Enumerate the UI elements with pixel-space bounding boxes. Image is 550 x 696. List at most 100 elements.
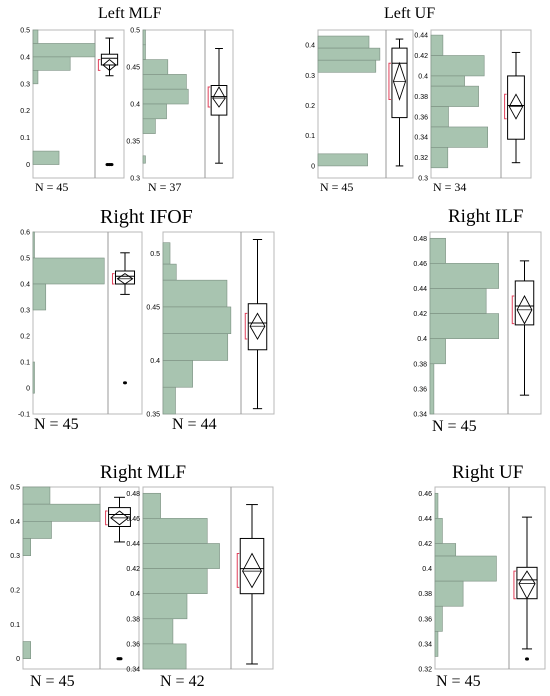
shortest-half-bracket: [504, 93, 507, 120]
y-tick-label: 0.3: [418, 176, 428, 183]
y-tick-label: 0.38: [418, 591, 432, 598]
boxplot-box: [247, 303, 268, 351]
histogram-bar: [430, 147, 449, 169]
boxplot-mean-diamond: [102, 59, 117, 71]
y-tick-label: 0.36: [126, 641, 140, 648]
y-tick-label: 0.35: [126, 139, 140, 146]
panel-luf_a: 0 0.1 0.2 0.3 0.4: [305, 29, 414, 179]
y-tick-label: 0.48: [126, 491, 140, 498]
histogram-bar: [429, 237, 446, 264]
y-tick-label: 0.45: [146, 304, 160, 311]
histogram-bar: [22, 641, 31, 659]
y-tick-label: 0.4: [150, 358, 160, 365]
n-label-right-uf: N = 45: [436, 673, 481, 690]
y-tick-label: 0.46: [413, 261, 427, 268]
histogram-bar: [142, 44, 146, 60]
n-label-left-uf-a: N = 45: [320, 180, 354, 194]
y-tick-label: 0.1: [20, 360, 30, 367]
panel-lmlf_b: 0.3 0.35 0.4 0.45 0.5: [126, 28, 234, 183]
n-label-left-uf-b: N = 34: [433, 180, 467, 194]
histogram-bar: [430, 34, 444, 56]
y-tick-label: 0.44: [418, 516, 432, 523]
histogram-bar: [32, 43, 96, 58]
y-tick-label: 0.4: [422, 566, 432, 573]
histogram-bar: [434, 580, 464, 607]
histogram-bar: [317, 153, 368, 167]
y-tick-label: 0.5: [20, 256, 30, 263]
y-tick-label: 0.3: [130, 176, 140, 183]
histogram-bar: [430, 55, 485, 77]
outlier-point: [123, 381, 127, 385]
histogram-bar: [32, 231, 35, 259]
histogram-bar: [162, 386, 176, 415]
histogram-bar: [22, 486, 51, 505]
histogram-bar: [32, 257, 105, 285]
histogram-bar: [162, 263, 177, 281]
histogram-bar: [430, 85, 479, 107]
histogram-bar: [142, 74, 187, 90]
histogram-bar: [429, 338, 446, 365]
y-tick-label: 0.42: [126, 566, 140, 573]
histogram-bar: [142, 543, 220, 569]
histogram-bar: [142, 155, 146, 164]
histogram-bar: [142, 568, 208, 594]
histogram-bar: [429, 288, 487, 314]
histogram-bar: [32, 56, 71, 71]
y-tick-label: 0.3: [20, 81, 30, 88]
histogram-bar: [162, 279, 228, 308]
panel-frame: [32, 29, 125, 179]
boxplot-box: [239, 537, 265, 595]
y-tick-label: 0: [26, 162, 30, 169]
shortest-half-bracket: [97, 59, 101, 71]
shortest-half-bracket: [388, 62, 391, 100]
histogram-bar: [434, 631, 439, 657]
histogram-bar: [32, 361, 35, 394]
n-label-right-ifof-a: N = 45: [34, 416, 79, 433]
histogram-bar: [32, 283, 47, 311]
shortest-half-bracket: [236, 553, 240, 588]
panel-luf_b: 0.3 0.32 0.34 0.36 0.38 0.4 0.42 0.44: [414, 29, 532, 183]
title-right-uf: Right UF: [452, 462, 524, 483]
histogram-bar: [32, 70, 39, 85]
histogram-bar: [434, 518, 443, 544]
histogram-bar: [162, 333, 229, 361]
histogram-bar: [429, 363, 435, 415]
panel-rilf: 0.34 0.36 0.38 0.4 0.42 0.44 0.46 0.48: [413, 231, 542, 419]
boxplot-box: [391, 47, 408, 119]
histogram-bar: [317, 47, 381, 61]
y-tick-label: 0.32: [414, 155, 428, 162]
n-label-left-mlf-a: N = 45: [35, 180, 69, 194]
histogram-bar: [22, 538, 31, 556]
y-tick-label: 0.38: [414, 94, 428, 101]
boxplot-mean-diamond: [212, 86, 226, 108]
n-label-left-mlf-b: N = 37: [148, 180, 182, 194]
histogram-bar: [142, 618, 174, 645]
histogram-bar: [162, 242, 171, 265]
y-tick-label: 0: [26, 386, 30, 393]
histogram-bar: [142, 643, 187, 670]
y-tick-label: 0.46: [126, 516, 140, 523]
y-tick-label: 0.36: [413, 386, 427, 393]
y-tick-label: 0.3: [10, 553, 20, 560]
histogram-bar: [142, 492, 161, 519]
histogram-bar: [434, 492, 439, 519]
histogram-bar: [434, 605, 443, 632]
y-tick-label: 0.4: [20, 282, 30, 289]
y-tick-label: -0.1: [18, 412, 30, 419]
y-tick-label: 0.36: [414, 114, 428, 121]
y-tick-label: 0.2: [305, 103, 315, 110]
y-tick-label: 0.44: [126, 541, 140, 548]
y-tick-label: 0.35: [146, 412, 160, 419]
y-tick-label: 0.3: [305, 73, 315, 80]
y-tick-label: 0.2: [20, 108, 30, 115]
histogram-bar: [430, 75, 465, 87]
shortest-half-bracket: [511, 295, 515, 325]
shortest-half-bracket: [207, 86, 211, 108]
n-label-right-mlf-b: N = 42: [160, 673, 205, 690]
outlier-point: [118, 657, 123, 661]
y-tick-label: 0.4: [418, 73, 428, 80]
panel-lmlf_a: 0 0.1 0.2 0.3 0.4 0.5: [20, 28, 125, 179]
y-tick-label: 0.2: [20, 334, 30, 341]
y-tick-label: 0.6: [20, 230, 30, 237]
y-tick-label: 0.1: [305, 133, 315, 140]
